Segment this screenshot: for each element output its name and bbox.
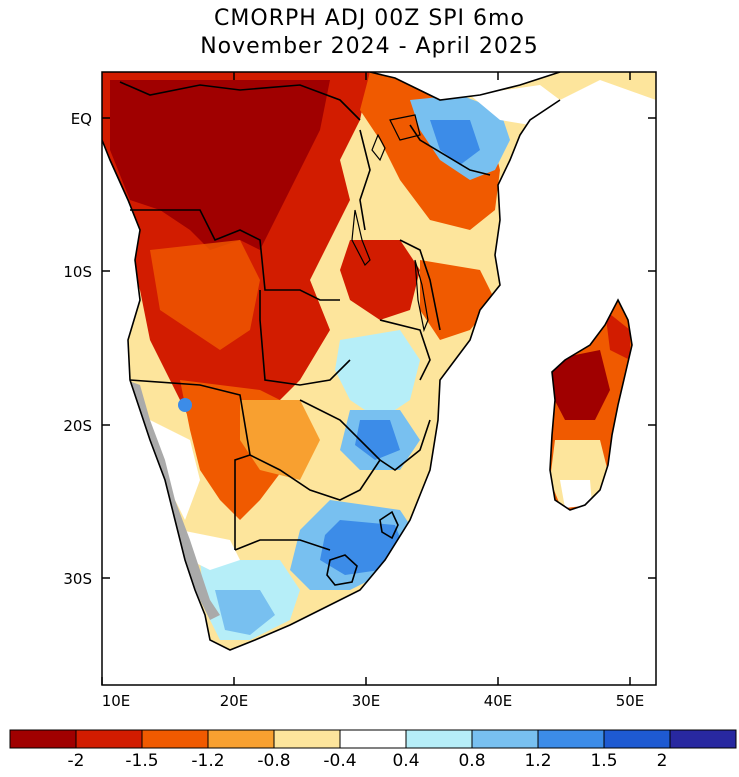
colorbar-label-4: -0.8 bbox=[257, 751, 290, 771]
lon-label-50e: 50E bbox=[616, 692, 645, 710]
colorbar-swatch bbox=[339, 729, 407, 749]
lon-tick-marks bbox=[101, 72, 631, 685]
colorbar-label-7: 0.8 bbox=[458, 751, 485, 771]
africa-field bbox=[102, 72, 656, 651]
lat-label-30s: 30S bbox=[63, 570, 92, 588]
lat-label-20s: 20S bbox=[63, 417, 92, 435]
colorbar-swatch bbox=[207, 729, 275, 749]
colorbar-swatch bbox=[75, 729, 143, 749]
colorbar-label-3: -1.2 bbox=[191, 751, 224, 771]
lon-label-30e: 30E bbox=[352, 692, 381, 710]
lat-label-10s: 10S bbox=[63, 263, 92, 281]
lake-outlines bbox=[351, 114, 429, 333]
map-title-line1: CMORPH ADJ 00Z SPI 6mo bbox=[214, 6, 525, 31]
lon-tick-labels: 10E 20E 30E 40E 50E bbox=[102, 692, 645, 710]
colorbar-label-2: -1.5 bbox=[125, 751, 158, 771]
lat-tick-labels: EQ 10S 20S 30S bbox=[63, 110, 92, 588]
colorbar-label-10: 2 bbox=[657, 751, 668, 771]
colorbar-swatch bbox=[405, 729, 473, 749]
colorbar-swatch bbox=[471, 729, 539, 749]
colorbar-label-1: -2 bbox=[68, 751, 85, 771]
lon-label-20e: 20E bbox=[220, 692, 249, 710]
colorbar-label-6: 0.4 bbox=[392, 751, 419, 771]
lon-label-40e: 40E bbox=[484, 692, 513, 710]
colorbar-swatch bbox=[141, 729, 209, 749]
lon-label-10e: 10E bbox=[102, 692, 131, 710]
colorbar bbox=[9, 729, 737, 749]
colorbar-swatch bbox=[669, 729, 737, 749]
colorbar-swatch bbox=[537, 729, 605, 749]
lat-label-eq: EQ bbox=[71, 110, 92, 128]
madagascar-field bbox=[550, 300, 632, 510]
map-title-line2: November 2024 - April 2025 bbox=[200, 34, 539, 59]
plot-frame bbox=[101, 71, 657, 686]
colorbar-swatch bbox=[9, 729, 77, 749]
colorbar-label-5: -0.4 bbox=[323, 751, 356, 771]
colorbar-label-8: 1.2 bbox=[524, 751, 551, 771]
colorbar-swatch bbox=[273, 729, 341, 749]
country-borders bbox=[102, 72, 633, 651]
colorbar-label-9: 1.5 bbox=[590, 751, 617, 771]
lat-tick-marks bbox=[102, 117, 656, 579]
colorbar-swatch bbox=[603, 729, 671, 749]
colorbar-labels: -2 -1.5 -1.2 -0.8 -0.4 0.4 0.8 1.2 1.5 2 bbox=[68, 751, 668, 771]
